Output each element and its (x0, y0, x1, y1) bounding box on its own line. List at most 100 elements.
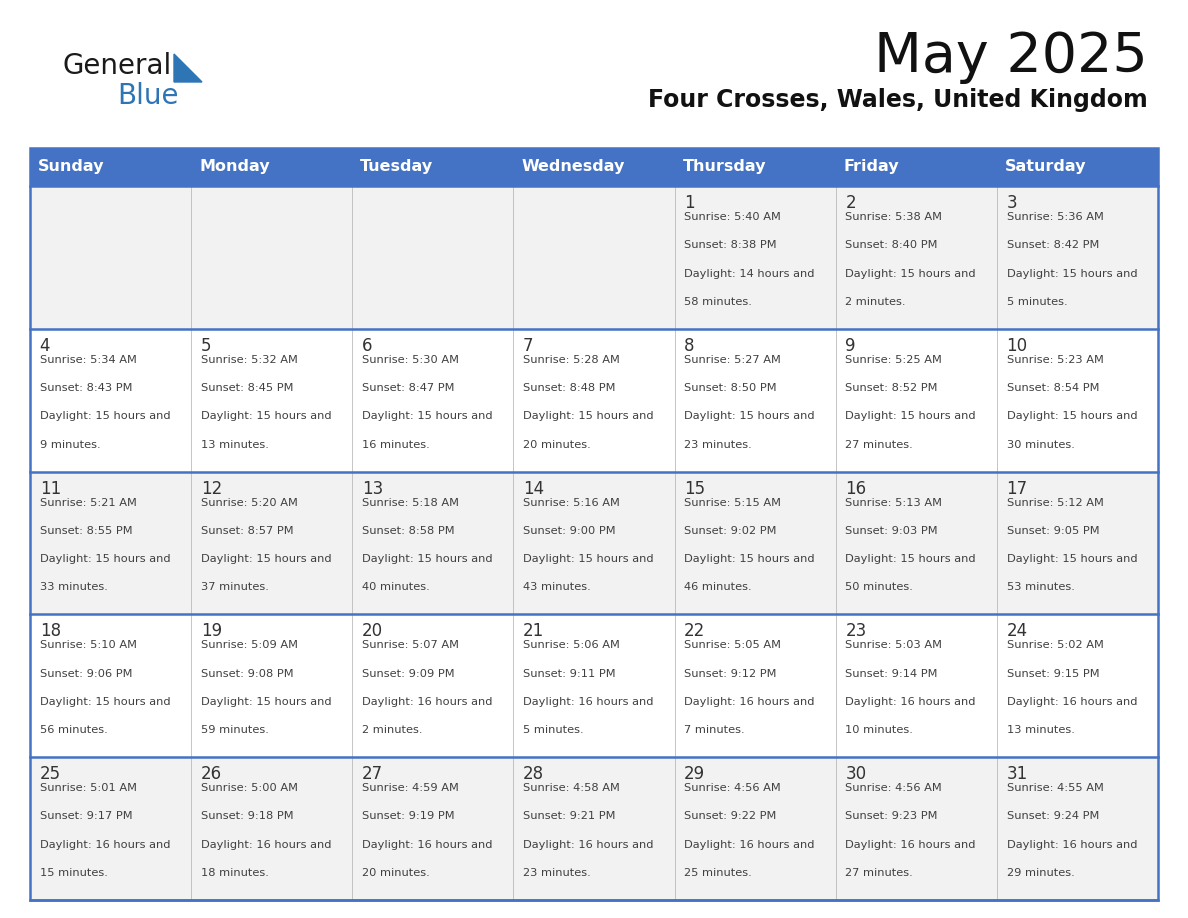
Bar (30, 472, 1158, 614)
Text: 9 minutes.: 9 minutes. (39, 440, 100, 450)
Text: 22: 22 (684, 622, 706, 641)
Text: Sunrise: 5:03 AM: Sunrise: 5:03 AM (846, 641, 942, 650)
Text: Sunset: 9:17 PM: Sunset: 9:17 PM (39, 812, 132, 822)
Text: Sunrise: 5:10 AM: Sunrise: 5:10 AM (39, 641, 137, 650)
Text: 40 minutes.: 40 minutes. (362, 582, 430, 592)
Text: Sunrise: 5:36 AM: Sunrise: 5:36 AM (1006, 212, 1104, 222)
Text: 5 minutes.: 5 minutes. (523, 725, 583, 735)
Bar (30, 614, 1158, 757)
Text: Sunrise: 4:56 AM: Sunrise: 4:56 AM (846, 783, 942, 793)
Text: 23: 23 (846, 622, 866, 641)
Text: 16 minutes.: 16 minutes. (362, 440, 430, 450)
Text: Sunset: 9:19 PM: Sunset: 9:19 PM (362, 812, 455, 822)
Text: Sunset: 9:12 PM: Sunset: 9:12 PM (684, 668, 777, 678)
Text: 12: 12 (201, 479, 222, 498)
Bar (30, 186, 1158, 329)
Text: 29: 29 (684, 766, 706, 783)
Text: 10: 10 (1006, 337, 1028, 354)
Text: Sunrise: 5:12 AM: Sunrise: 5:12 AM (1006, 498, 1104, 508)
Text: Sunset: 8:40 PM: Sunset: 8:40 PM (846, 241, 937, 251)
Text: Sunrise: 5:13 AM: Sunrise: 5:13 AM (846, 498, 942, 508)
Text: Sunrise: 5:38 AM: Sunrise: 5:38 AM (846, 212, 942, 222)
Text: 25 minutes.: 25 minutes. (684, 868, 752, 878)
Text: 26: 26 (201, 766, 222, 783)
Text: 21: 21 (523, 622, 544, 641)
Text: Sunday: Sunday (38, 160, 105, 174)
Text: 14: 14 (523, 479, 544, 498)
Text: 18: 18 (39, 622, 61, 641)
Text: 10 minutes.: 10 minutes. (846, 725, 914, 735)
Text: Daylight: 15 hours and: Daylight: 15 hours and (201, 411, 331, 421)
Text: Sunrise: 5:05 AM: Sunrise: 5:05 AM (684, 641, 782, 650)
Text: Sunrise: 5:07 AM: Sunrise: 5:07 AM (362, 641, 459, 650)
Text: Sunset: 8:55 PM: Sunset: 8:55 PM (39, 526, 132, 536)
Text: Daylight: 16 hours and: Daylight: 16 hours and (362, 697, 493, 707)
Text: 2: 2 (846, 194, 857, 212)
Polygon shape (173, 54, 202, 82)
Text: 46 minutes.: 46 minutes. (684, 582, 752, 592)
Text: Sunrise: 5:09 AM: Sunrise: 5:09 AM (201, 641, 298, 650)
Text: Daylight: 15 hours and: Daylight: 15 hours and (684, 411, 815, 421)
Text: 17: 17 (1006, 479, 1028, 498)
Bar (30, 148, 1158, 900)
Text: 58 minutes.: 58 minutes. (684, 297, 752, 307)
Text: Sunrise: 5:32 AM: Sunrise: 5:32 AM (201, 354, 298, 364)
Text: Sunset: 9:18 PM: Sunset: 9:18 PM (201, 812, 293, 822)
Text: Daylight: 15 hours and: Daylight: 15 hours and (39, 411, 170, 421)
Text: 43 minutes.: 43 minutes. (523, 582, 590, 592)
Text: Daylight: 16 hours and: Daylight: 16 hours and (684, 697, 815, 707)
Text: 24: 24 (1006, 622, 1028, 641)
Text: Sunrise: 5:34 AM: Sunrise: 5:34 AM (39, 354, 137, 364)
Text: Sunset: 8:58 PM: Sunset: 8:58 PM (362, 526, 455, 536)
Text: Sunrise: 5:40 AM: Sunrise: 5:40 AM (684, 212, 782, 222)
Text: 8: 8 (684, 337, 695, 354)
Text: Sunset: 8:57 PM: Sunset: 8:57 PM (201, 526, 293, 536)
Text: Four Crosses, Wales, United Kingdom: Four Crosses, Wales, United Kingdom (649, 88, 1148, 112)
Text: 37 minutes.: 37 minutes. (201, 582, 268, 592)
Text: Sunset: 8:50 PM: Sunset: 8:50 PM (684, 383, 777, 393)
Bar (30, 148, 1158, 186)
Text: 23 minutes.: 23 minutes. (523, 868, 590, 878)
Text: 4: 4 (39, 337, 50, 354)
Text: Daylight: 16 hours and: Daylight: 16 hours and (523, 697, 653, 707)
Text: Daylight: 15 hours and: Daylight: 15 hours and (39, 697, 170, 707)
Text: Sunrise: 5:28 AM: Sunrise: 5:28 AM (523, 354, 620, 364)
Text: 19: 19 (201, 622, 222, 641)
Text: Sunset: 9:09 PM: Sunset: 9:09 PM (362, 668, 455, 678)
Text: Sunrise: 5:23 AM: Sunrise: 5:23 AM (1006, 354, 1104, 364)
Text: Daylight: 15 hours and: Daylight: 15 hours and (523, 411, 653, 421)
Text: Daylight: 16 hours and: Daylight: 16 hours and (1006, 840, 1137, 850)
Text: Sunrise: 5:30 AM: Sunrise: 5:30 AM (362, 354, 459, 364)
Text: 27: 27 (362, 766, 383, 783)
Text: 11: 11 (39, 479, 61, 498)
Text: Sunrise: 4:55 AM: Sunrise: 4:55 AM (1006, 783, 1104, 793)
Text: Thursday: Thursday (683, 160, 766, 174)
Text: Daylight: 15 hours and: Daylight: 15 hours and (39, 554, 170, 565)
Text: 15 minutes.: 15 minutes. (39, 868, 108, 878)
Text: Sunrise: 5:16 AM: Sunrise: 5:16 AM (523, 498, 620, 508)
Text: Daylight: 15 hours and: Daylight: 15 hours and (1006, 269, 1137, 278)
Text: Daylight: 15 hours and: Daylight: 15 hours and (1006, 554, 1137, 565)
Bar (30, 329, 1158, 472)
Text: 27 minutes.: 27 minutes. (846, 440, 914, 450)
Text: 5: 5 (201, 337, 211, 354)
Text: Daylight: 16 hours and: Daylight: 16 hours and (684, 840, 815, 850)
Text: Sunrise: 5:01 AM: Sunrise: 5:01 AM (39, 783, 137, 793)
Text: Sunrise: 5:18 AM: Sunrise: 5:18 AM (362, 498, 459, 508)
Text: Sunrise: 4:56 AM: Sunrise: 4:56 AM (684, 783, 781, 793)
Text: 20 minutes.: 20 minutes. (523, 440, 590, 450)
Text: Sunset: 8:47 PM: Sunset: 8:47 PM (362, 383, 455, 393)
Text: Sunset: 8:52 PM: Sunset: 8:52 PM (846, 383, 937, 393)
Text: 9: 9 (846, 337, 855, 354)
Text: Sunrise: 4:58 AM: Sunrise: 4:58 AM (523, 783, 620, 793)
Text: Sunset: 8:45 PM: Sunset: 8:45 PM (201, 383, 293, 393)
Text: 13 minutes.: 13 minutes. (1006, 725, 1074, 735)
Text: Saturday: Saturday (1005, 160, 1086, 174)
Text: Sunset: 9:22 PM: Sunset: 9:22 PM (684, 812, 777, 822)
Text: Daylight: 15 hours and: Daylight: 15 hours and (1006, 411, 1137, 421)
Text: 50 minutes.: 50 minutes. (846, 582, 914, 592)
Text: Sunset: 9:15 PM: Sunset: 9:15 PM (1006, 668, 1099, 678)
Text: 28: 28 (523, 766, 544, 783)
Text: 7: 7 (523, 337, 533, 354)
Text: May 2025: May 2025 (874, 30, 1148, 84)
